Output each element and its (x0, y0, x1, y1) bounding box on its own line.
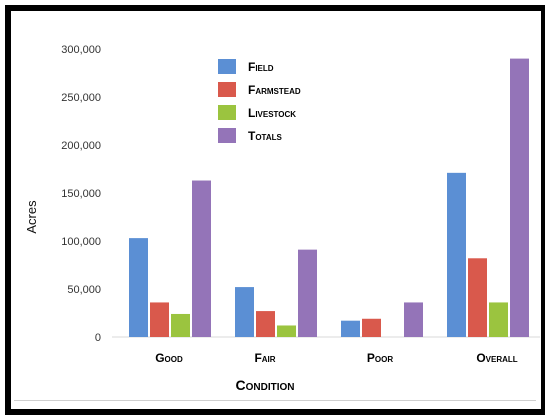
legend-swatch-field (218, 59, 236, 74)
bars-group (129, 58, 529, 337)
bar-farmstead-fair (256, 311, 275, 337)
x-tick-label: Fair (254, 351, 275, 365)
x-tick-label: Overall (476, 351, 517, 365)
x-tick-label: Good (155, 351, 183, 365)
y-tick-label: 300,000 (61, 44, 101, 56)
y-tick-label: 250,000 (61, 92, 101, 104)
bottom-divider (14, 400, 536, 401)
legend-swatch-totals (218, 128, 236, 143)
y-axis-title: Acres (24, 200, 39, 234)
bar-field-fair (235, 287, 254, 337)
bar-livestock-good (171, 313, 190, 337)
bar-totals-poor (404, 302, 423, 337)
y-axis-ticks: 0 50,000 100,000 150,000 200,000 250,000 300,0… (61, 44, 101, 344)
bar-livestock-fair (277, 325, 296, 337)
x-axis-title: Condition (236, 377, 295, 393)
bar-livestock-overall (489, 302, 508, 337)
legend-swatch-farmstead (218, 82, 236, 97)
bar-totals-overall (510, 58, 529, 337)
x-tick-label: Poor (367, 351, 393, 365)
legend-label-farmstead: Farmstead (248, 83, 301, 97)
bar-totals-fair (298, 249, 317, 337)
y-tick-label: 100,000 (61, 236, 101, 248)
y-tick-label: 0 (95, 332, 101, 344)
legend-label-livestock: Livestock (248, 106, 296, 120)
legend-label-field: Field (248, 60, 274, 74)
bar-field-poor (341, 320, 360, 337)
bar-field-good (129, 238, 148, 337)
legend-swatch-livestock (218, 105, 236, 120)
bar-farmstead-overall (468, 258, 487, 337)
y-tick-label: 200,000 (61, 140, 101, 152)
bar-totals-good (192, 180, 211, 337)
y-tick-label: 50,000 (67, 284, 101, 296)
bar-field-overall (447, 172, 466, 337)
legend-label-totals: Totals (248, 129, 283, 143)
x-axis-categories: Good Fair Poor Overall (155, 351, 518, 365)
bar-farmstead-good (150, 302, 169, 337)
bar-farmstead-poor (362, 318, 381, 337)
y-tick-label: 150,000 (61, 188, 101, 200)
legend: Field Farmstead Livestock Totals (218, 59, 301, 143)
